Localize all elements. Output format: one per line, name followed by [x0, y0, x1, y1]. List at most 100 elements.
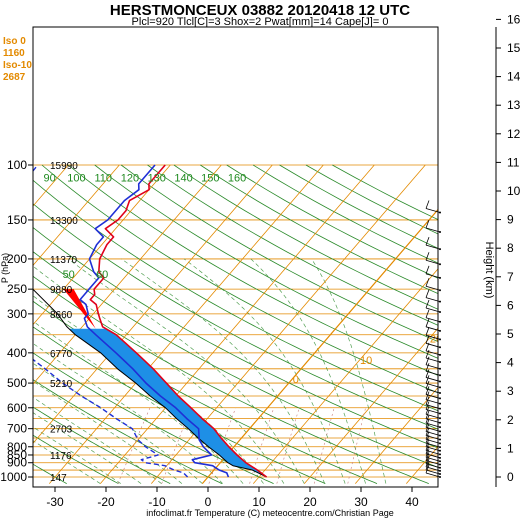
- temperature-tick-label: -10: [148, 495, 166, 509]
- adiabat-label: 90: [44, 173, 56, 185]
- wind-barb-flag: [425, 427, 430, 436]
- pressure-tick-label: 400: [7, 346, 27, 360]
- wind-barb: [425, 396, 441, 410]
- dry-adiabat-line: [33, 300, 378, 484]
- wind-barb-shaft: [425, 370, 441, 376]
- wind-barb: [425, 449, 441, 463]
- wind-barb-flag: [425, 458, 430, 468]
- wind-barb-dot: [439, 453, 441, 456]
- wind-barb-dot: [439, 463, 441, 466]
- isotherm-line: [151, 164, 426, 484]
- height-tick-label: 14: [507, 70, 521, 84]
- wind-barb-dot: [439, 476, 441, 478]
- adiabat-label: 130: [148, 173, 166, 185]
- wind-barb-flag: [425, 455, 430, 464]
- wind-barb: [425, 236, 441, 251]
- geopotential-label: 9880: [50, 285, 73, 296]
- wind-barb: [425, 200, 441, 214]
- wind-barb-flag: [425, 464, 430, 474]
- wind-barb: [425, 265, 441, 279]
- wind-barb-shaft: [425, 208, 441, 213]
- wind-barb-dot: [439, 320, 441, 323]
- moist-adiabat-line: [311, 258, 387, 484]
- adiabat-label: 50: [63, 269, 75, 281]
- wind-barb-shaft: [425, 364, 441, 370]
- wind-barb-shaft: [425, 472, 441, 478]
- wind-barb-dot: [439, 417, 441, 420]
- adiabat-label: 100: [67, 173, 85, 185]
- isotherm-label: 0: [293, 374, 299, 386]
- dry-adiabat-line: [68, 164, 438, 376]
- wind-barb-shaft: [425, 466, 441, 472]
- height-tick-label: 8: [507, 241, 514, 255]
- wind-barb-shaft: [425, 317, 441, 323]
- geopotential-label: 1176: [50, 451, 72, 462]
- wind-barb-dot: [439, 392, 441, 395]
- dry-adiabat-line: [33, 179, 438, 412]
- wind-barb-dot: [439, 300, 441, 303]
- moist-adiabat-line: [33, 265, 285, 484]
- mixing-ratio-line: [208, 407, 236, 484]
- wind-barb-dot: [439, 446, 441, 449]
- moist-adiabat-line: [33, 320, 244, 484]
- isotherm-label: 10: [360, 355, 372, 367]
- wind-barb-dot: [439, 211, 441, 214]
- axis-layer: 1001502002503004005006007008008509001000…: [0, 12, 520, 509]
- wind-barb-shaft: [425, 404, 441, 410]
- adiabat-label: 160: [228, 173, 246, 185]
- wind-barb-flag: [425, 386, 430, 395]
- wind-barb-dot: [439, 397, 441, 400]
- wind-barb-flag: [425, 219, 430, 229]
- cin-area: [69, 328, 267, 477]
- geopotential-label: 147: [50, 473, 67, 484]
- wind-barb-dot: [439, 329, 441, 332]
- pressure-tick-label: 300: [7, 307, 27, 321]
- wind-barb-flag: [425, 335, 430, 344]
- wind-barb: [425, 219, 441, 234]
- temperature-tick-label: -30: [46, 495, 64, 509]
- wind-barb-dot: [439, 442, 441, 445]
- wind-barb-flag: [425, 449, 430, 458]
- temperature-tick-label: -20: [97, 495, 115, 509]
- geopotential-label: 6770: [50, 349, 73, 360]
- wind-barb: [425, 391, 441, 405]
- wind-barb-shaft: [425, 394, 441, 399]
- wind-barb-shaft: [425, 388, 441, 394]
- temperature-tick-label: 30: [354, 495, 368, 509]
- geopotential-label: 11370: [50, 255, 78, 266]
- wind-barb-shaft: [425, 453, 441, 459]
- wind-barb-dot: [439, 434, 441, 437]
- wind-barb-dot: [439, 469, 441, 472]
- wind-barb-shaft: [425, 435, 441, 440]
- wind-barb-flag: [425, 363, 430, 372]
- temperature-line: [89, 164, 268, 478]
- wind-barb-flag: [425, 318, 430, 327]
- wind-barb-dot: [439, 338, 441, 341]
- height-tick-label: 10: [507, 184, 521, 198]
- pressure-tick-label: 800: [7, 440, 27, 454]
- height-tick-label: 9: [507, 213, 514, 227]
- wind-barb: [425, 363, 441, 377]
- wind-barb-dot: [439, 438, 441, 441]
- wind-barb-shaft: [425, 326, 441, 332]
- dry-adiabat-line: [33, 406, 171, 484]
- dry-adiabat-line: [41, 164, 438, 394]
- temperature-tick-label: 40: [405, 495, 419, 509]
- isotherm-line: [33, 164, 120, 266]
- geopotential-label: 5210: [50, 379, 73, 390]
- pressure-tick-label: 700: [7, 422, 27, 436]
- adiabat-label: 140: [174, 173, 192, 185]
- wind-barb-dot: [439, 380, 441, 383]
- wind-barb-dot: [439, 311, 441, 314]
- plot-area: 0102030405060506090100110120130140150160…: [33, 161, 438, 485]
- geopotential-label: 8660: [50, 310, 73, 321]
- moist-adiabat-line: [33, 380, 183, 484]
- moist-adiabat-line: [121, 258, 326, 484]
- wind-barb-shaft: [425, 426, 441, 432]
- isotherm-line: [253, 268, 438, 484]
- wind-barb-flag: [425, 369, 430, 378]
- wind-barb: [425, 414, 441, 429]
- wind-barb-shaft: [425, 334, 441, 340]
- wind-barb: [425, 356, 441, 370]
- moist-adiabat-line: [250, 258, 366, 484]
